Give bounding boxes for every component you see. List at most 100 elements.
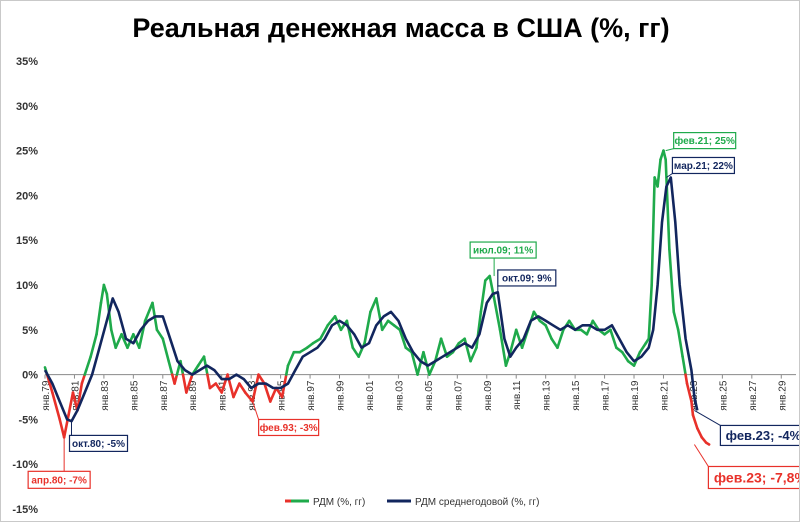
- annotation-box: [673, 132, 737, 150]
- x-tick-label: янв.97: [306, 380, 317, 411]
- annotation-leader: [252, 401, 260, 420]
- series-rdm-segment: [664, 158, 671, 251]
- series-rdm-segment: [398, 328, 408, 350]
- series-rdm-segment: [351, 346, 360, 358]
- chart-title: Реальная денежная масса в США (%, гг): [132, 13, 670, 43]
- y-tick-label: 10%: [16, 280, 38, 292]
- series-rdm-segment: [498, 328, 508, 367]
- series-rdm-segment: [284, 364, 290, 376]
- series-rdm-segment: [690, 400, 695, 417]
- annotation-label: апр.80; -7%: [31, 475, 87, 486]
- annotation-label: июл.09; 11%: [473, 246, 533, 257]
- y-tick-label: -5%: [18, 414, 38, 426]
- series-rdm-segment: [263, 382, 272, 403]
- annotation-leader: [693, 444, 709, 467]
- series-rdm-segment: [492, 297, 502, 332]
- y-tick-label: 30%: [16, 101, 38, 113]
- series-rdm-segment: [544, 324, 553, 341]
- x-tick-label: янв.27: [748, 380, 759, 411]
- y-tick-label: 5%: [22, 325, 38, 337]
- series-rdm-segment: [185, 373, 194, 394]
- series-rdm-segment: [479, 279, 487, 314]
- series-rdm-segment: [268, 386, 278, 403]
- series-rdm-segment: [84, 355, 92, 372]
- y-tick-label: -10%: [12, 459, 38, 471]
- series-rdm-segment: [647, 283, 653, 341]
- x-tick-label: янв.09: [483, 380, 494, 411]
- series-rdm-segment: [257, 373, 266, 385]
- series-rdm-segment: [514, 328, 524, 350]
- series-rdm-segment: [143, 301, 154, 323]
- series-rdm-segment: [691, 413, 699, 430]
- series-rdm-segment: [591, 319, 600, 332]
- series-rdm-segment: [161, 337, 170, 363]
- y-tick-label: 0%: [22, 370, 38, 382]
- annotation-leader: [694, 410, 721, 426]
- annotation-label: окт.09; 9%: [502, 274, 552, 285]
- x-tick-label: янв.01: [365, 380, 376, 411]
- series-rdm-segment: [469, 346, 478, 363]
- annotation-label: фев.23; -4%: [726, 428, 799, 443]
- series-rdm-segment: [410, 350, 419, 376]
- x-tick-label: янв.25: [718, 380, 729, 411]
- annotation-box: [469, 241, 537, 259]
- x-tick-label: янв.99: [336, 380, 347, 411]
- x-tick-label: янв.13: [542, 380, 553, 411]
- series-rdm-segment: [550, 337, 559, 350]
- y-tick-label: 20%: [16, 190, 38, 202]
- annotation-label: фев.93; -3%: [260, 422, 318, 434]
- series-rdm-segment: [67, 391, 75, 417]
- series-rdm-segment: [251, 373, 260, 403]
- x-tick-label: янв.05: [424, 380, 435, 411]
- series-rdm-segment: [89, 332, 98, 358]
- annotation-box: [68, 434, 129, 452]
- series-rdm-segment: [286, 350, 296, 367]
- y-tick-label: 35%: [16, 56, 38, 68]
- x-tick-label: янв.81: [70, 380, 81, 411]
- series-rdm-segment: [114, 332, 123, 350]
- legend-label-rdm-average: РДМ среднегодовой (%, гг): [415, 497, 539, 508]
- y-axis: 35% 30% 25% 20% 15% 10% 5% 0% -5% -10% -15%: [12, 56, 38, 516]
- x-tick-label: янв.79: [41, 380, 52, 411]
- x-tick-label: янв.83: [100, 380, 111, 411]
- annotation-box: [27, 470, 91, 489]
- legend: РДМ (%, гг) РДМ среднегодовой (%, гг): [285, 497, 539, 508]
- series-rdm-segment: [650, 176, 656, 287]
- series-rdm-segment: [132, 332, 141, 350]
- annotation-box: [258, 418, 320, 437]
- series-rdm-segment: [380, 319, 390, 332]
- annotation-label: окт.80; -5%: [72, 439, 125, 450]
- series-rdm-segment: [363, 310, 372, 345]
- series-rdm-segment: [102, 283, 109, 296]
- series-rdm-segment: [656, 158, 662, 188]
- series-rdm-segment: [433, 337, 443, 363]
- series-rdm-segment: [681, 355, 687, 376]
- annotation-box: [719, 424, 799, 447]
- series-rdm-segment: [585, 319, 595, 336]
- annotation-label: мар.21; 22%: [674, 161, 733, 172]
- series-rdm-segment: [109, 328, 117, 350]
- series-rdm-segment: [238, 382, 247, 394]
- series-rdm-segment: [173, 373, 179, 385]
- series-rdm-segment: [311, 337, 322, 345]
- series-rdm-segment: [685, 382, 693, 403]
- x-tick-label: янв.85: [129, 380, 140, 411]
- annotation-label: фев.23; -7,8%: [714, 470, 799, 486]
- legend-label-rdm: РДМ (%, гг): [313, 497, 365, 508]
- annotation-layer: апр.80; -7% окт.80; -5% фев.93; -3% июл.09;…: [27, 132, 799, 490]
- series-rdm-segment: [676, 328, 684, 358]
- annotation-leader: [665, 148, 674, 152]
- series-rdm-segment: [243, 391, 254, 403]
- x-tick-label: янв.89: [188, 380, 199, 411]
- y-tick-label: 25%: [16, 146, 38, 158]
- series-rdm-segment: [95, 301, 103, 336]
- series-rdm-segment: [167, 359, 174, 376]
- series-rdm-segment: [326, 315, 337, 327]
- x-tick-label: янв.87: [159, 380, 170, 411]
- annotation-label: фев.21; 25%: [674, 135, 734, 147]
- series-rdm-average-line: [43, 176, 699, 423]
- series-layer: [43, 149, 711, 446]
- series-rdm-segment: [509, 328, 518, 354]
- x-tick-label: янв.91: [218, 380, 229, 411]
